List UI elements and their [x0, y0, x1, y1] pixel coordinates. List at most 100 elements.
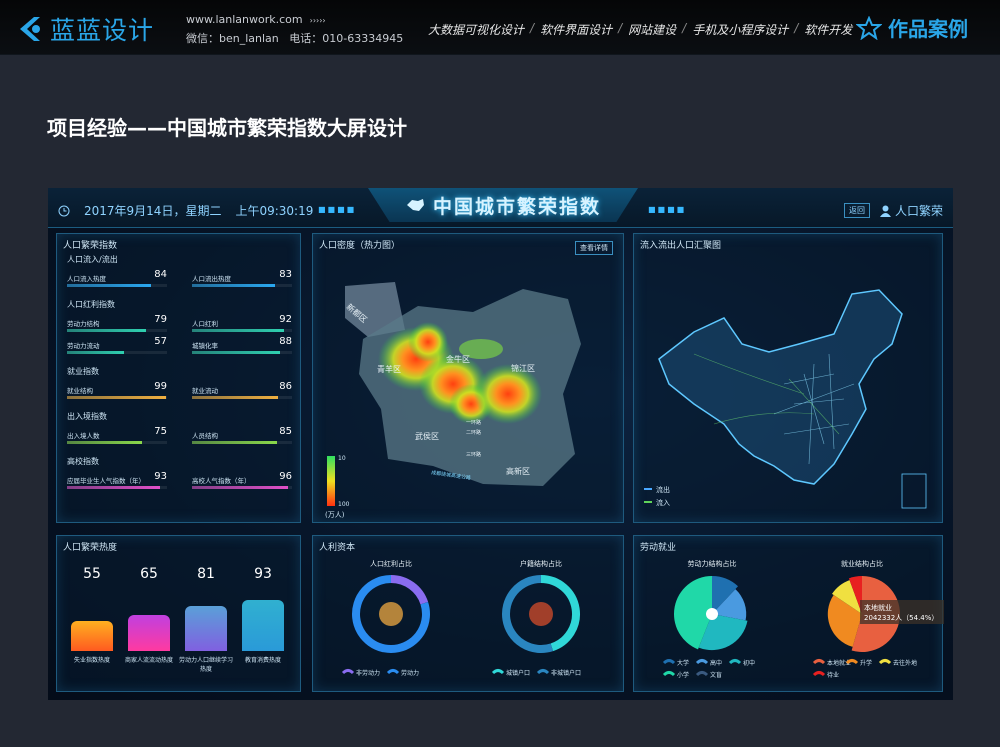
progress-fill	[192, 396, 278, 399]
progress-track	[67, 351, 167, 354]
panel-title: 人利资本	[319, 543, 356, 553]
prosperity-heat-panel: 人口繁荣热度 55 失业指数热度 65 商家人流流动热度 81 劳动力人口继续学习热度 93…	[56, 535, 301, 692]
legend-label[interactable]: 文盲	[710, 671, 722, 679]
tooltip-value: 2042332人（54.4%）	[864, 614, 938, 622]
website-link[interactable]: www.lanlanwork.com	[186, 13, 303, 26]
donut-segment[interactable]	[502, 575, 554, 653]
legend-label[interactable]: 大学	[677, 659, 689, 667]
heat-value: 65	[140, 566, 158, 582]
progress-fill	[67, 486, 160, 489]
legend-swatch	[845, 659, 859, 665]
cases-label: 作品案例	[888, 17, 968, 41]
progress-fill	[192, 441, 277, 444]
view-detail-button[interactable]: 查看详情	[575, 241, 613, 255]
item-label: 高校人气指数（年）	[192, 477, 251, 485]
item-value: 57	[154, 336, 167, 347]
pie-slice[interactable]	[698, 614, 748, 651]
nav-item[interactable]: 手机及小程序设计	[692, 23, 789, 37]
legend-label[interactable]: 劳动力	[401, 669, 419, 677]
pie-slice[interactable]	[712, 576, 739, 614]
nav-item[interactable]: 软件界面设计	[540, 23, 613, 37]
nav-item[interactable]: 网站建设	[628, 23, 677, 37]
pie-slice[interactable]	[832, 580, 862, 614]
progress-fill	[67, 441, 142, 444]
group-title: 出入境指数	[67, 412, 107, 421]
heat-value: 55	[83, 566, 101, 582]
heatmap-panel: 人口密度（热力图） 查看详情 新都区 金牛区 青羊区 锦江区 武侯区 高新区 一…	[312, 233, 624, 523]
heat-label: 商家人流流动热度	[124, 657, 173, 664]
heat-label: 教育消费热度	[244, 657, 281, 664]
legend-label[interactable]: 升学	[860, 659, 872, 667]
heat-value: 93	[254, 566, 272, 582]
heat-bar	[71, 620, 113, 651]
legend-label[interactable]: 初中	[743, 659, 755, 667]
item-label: 城镇化率	[192, 342, 218, 350]
progress-track	[67, 396, 167, 399]
legend-label[interactable]: 城镇户口	[506, 669, 530, 677]
logo[interactable]: 蓝蓝设计	[14, 11, 154, 47]
panel-title: 流入流出人口汇聚图	[640, 241, 722, 251]
pie-center	[706, 608, 718, 620]
road-label: 一环路	[466, 419, 481, 426]
group-title: 人口红利指数	[67, 300, 115, 309]
heat-label: 劳动力人口继续学习热度	[179, 657, 234, 673]
human-capital-panel: 人利资本 人口红利占比 非劳动力 劳动力 户籍结构占比 城镇户口 非城镇户口	[312, 535, 624, 692]
back-button[interactable]: 返回	[843, 203, 870, 218]
tooltip	[860, 600, 944, 624]
star-icon	[856, 15, 882, 40]
legend-label[interactable]: 非劳动力	[356, 669, 380, 677]
dots: ›››››	[309, 16, 326, 25]
legend-label[interactable]: 待业	[827, 671, 839, 679]
legend-label[interactable]: 本地就业	[827, 659, 851, 667]
item-value: 79	[154, 314, 167, 325]
pie-slice[interactable]	[712, 589, 747, 621]
pie-slice[interactable]	[674, 576, 712, 650]
district-label: 武侯区	[415, 431, 439, 441]
item-value: 83	[279, 269, 292, 280]
user-menu[interactable]: 人口繁荣	[879, 202, 943, 219]
user-icon	[879, 205, 891, 217]
donut-segment[interactable]	[352, 575, 430, 653]
legend-label[interactable]: 高中	[710, 659, 722, 667]
donut-segment[interactable]	[390, 575, 429, 605]
item-value: 96	[279, 471, 292, 482]
item-value: 88	[279, 336, 292, 347]
group-title: 就业指数	[67, 367, 99, 376]
donut-segment[interactable]	[540, 575, 580, 652]
legend-label[interactable]: 非城镇户口	[551, 669, 581, 677]
datetime: 2017年9月14日，星期二 上午09:30:19	[58, 202, 313, 219]
progress-fill	[192, 351, 280, 354]
progress-track	[67, 441, 167, 444]
cases-link[interactable]: 作品案例	[856, 13, 968, 42]
item-label: 就业结构	[67, 387, 93, 395]
nav-item[interactable]: 软件开发	[804, 23, 853, 37]
labor-employment-panel: 劳动就业 劳动力结构占比 大学 高中 初中 小学 文盲 就业结构占比 本地就业 升学 去往外地 待业…	[633, 535, 944, 692]
south-sea-inset	[901, 473, 927, 509]
progress-fill	[192, 486, 288, 489]
panel-title: 人口密度（热力图）	[319, 241, 401, 251]
user-label: 人口繁荣	[894, 204, 943, 218]
panel-title: 人口繁荣指数	[63, 241, 118, 251]
dashboard-screenshot: 2017年9月14日，星期二 上午09:30:19 ■■■■ 中国城市繁荣指数 …	[48, 188, 953, 700]
top-nav: 大数据可视化设计 / 软件界面设计 / 网站建设 / 手机及小程序设计 / 软件开发	[428, 21, 852, 38]
nav-item[interactable]: 大数据可视化设计	[428, 23, 525, 37]
progress-track	[192, 486, 292, 489]
progress-track	[192, 441, 292, 444]
dashboard-title: 中国城市繁荣指数	[368, 188, 638, 222]
legend-outflow: 流出	[656, 485, 670, 494]
scale-min: 10	[338, 455, 346, 462]
item-value: 99	[154, 381, 167, 392]
progress-fill	[67, 284, 151, 287]
legend-swatch	[536, 669, 550, 675]
heat-value: 81	[197, 566, 215, 582]
item-label: 就业流动	[192, 387, 218, 395]
item-value: 86	[279, 381, 292, 392]
pie-slice[interactable]	[827, 594, 862, 647]
pie-slice[interactable]	[848, 576, 862, 614]
legend-label[interactable]: 小学	[677, 671, 689, 679]
legend-label[interactable]: 去往外地	[893, 659, 917, 667]
district-label: 金牛区	[446, 354, 470, 364]
legend-swatch	[728, 659, 742, 665]
item-value: 84	[154, 269, 167, 280]
